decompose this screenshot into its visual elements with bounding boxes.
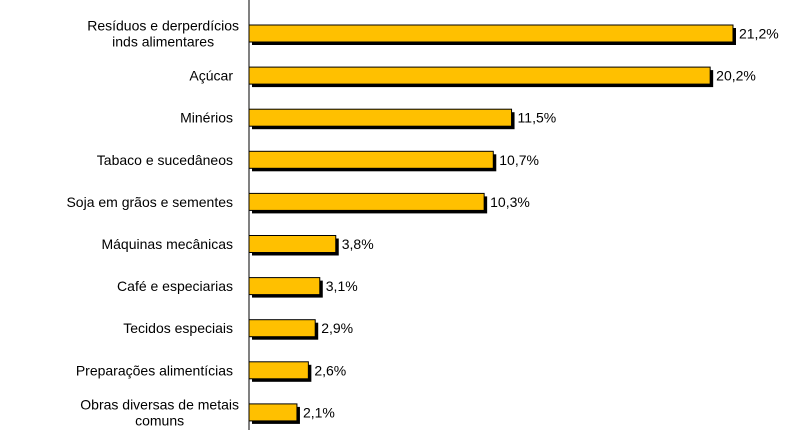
category-label-line: Resíduos e derperdícios	[87, 18, 239, 34]
category-label: Resíduos e derperdícios inds alimentares	[87, 18, 239, 50]
category-label: Obras diversas de metais comuns	[80, 396, 239, 428]
category-label-line: Tecidos especiais	[123, 320, 233, 336]
category-label-line: Preparações alimentícias	[76, 362, 233, 378]
category-label: Tabaco e sucedâneos	[97, 152, 233, 168]
value-label: 10,7%	[499, 152, 539, 168]
bar	[248, 319, 316, 338]
category-label: Tecidos especiais	[123, 320, 233, 336]
value-label: 10,3%	[490, 194, 530, 210]
value-label: 21,2%	[739, 26, 779, 42]
category-label: Preparações alimentícias	[76, 362, 233, 378]
bar	[248, 361, 309, 380]
category-label-line: inds alimentares	[112, 34, 214, 50]
value-label: 2,1%	[303, 404, 335, 420]
value-label: 3,1%	[326, 278, 358, 294]
bar	[248, 235, 337, 253]
category-label-line: Açúcar	[189, 68, 233, 84]
bar	[248, 403, 298, 422]
category-label-line: comuns	[135, 412, 184, 428]
category-label: Açúcar	[189, 68, 233, 84]
value-label: 3,8%	[342, 236, 374, 252]
bar	[248, 66, 711, 85]
category-label: Máquinas mecânicas	[101, 236, 233, 252]
category-label-line: Máquinas mecânicas	[101, 236, 233, 252]
category-label: Soja em grãos e sementes	[66, 194, 233, 210]
value-label: 2,9%	[321, 320, 353, 336]
category-label: Café e especiarias	[117, 278, 233, 294]
category-label-line: Minérios	[180, 110, 233, 126]
category-label-line: Obras diversas de metais	[80, 396, 239, 412]
category-label-line: Café e especiarias	[117, 278, 233, 294]
bar	[248, 277, 321, 296]
category-label-line: Soja em grãos e sementes	[66, 194, 233, 210]
value-label: 2,6%	[314, 362, 346, 378]
bar	[248, 192, 485, 211]
value-label: 20,2%	[716, 68, 756, 84]
value-label: 11,5%	[518, 110, 557, 126]
bar	[248, 108, 513, 127]
category-label: Minérios	[180, 110, 233, 126]
bar	[248, 24, 734, 43]
labels-layer: 21,2% Resíduos e derperdícios inds aliment…	[66, 18, 778, 429]
bar	[248, 150, 494, 169]
category-label-line: Tabaco e sucedâneos	[97, 152, 233, 168]
bars-layer	[248, 24, 736, 424]
